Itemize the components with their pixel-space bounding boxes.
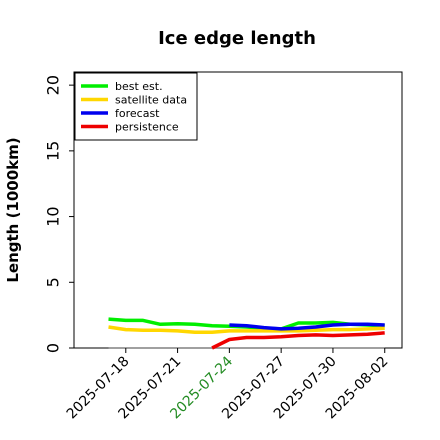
legend-label: satellite data — [115, 94, 187, 107]
y-ticks: 0 5 10 15 20 — [44, 75, 74, 353]
series-layer — [108, 317, 385, 350]
legend: best est.satellite dataforecastpersisten… — [74, 72, 198, 141]
y-tick-label: 20 — [44, 75, 63, 95]
legend-label: persistence — [115, 121, 179, 134]
y-tick-label: 15 — [44, 141, 63, 161]
y-tick-label: 0 — [44, 343, 63, 353]
y-axis-label: Length (1000km) — [4, 137, 22, 282]
chart-title: Ice edge length — [158, 28, 316, 49]
legend-label: best est. — [115, 80, 163, 93]
y-tick-label: 5 — [44, 277, 63, 287]
x-ticks: 2025-07-182025-07-212025-07-242025-07-27… — [64, 348, 392, 422]
legend-box — [74, 72, 198, 141]
y-tick-label: 10 — [44, 206, 63, 226]
series-line-persistence — [211, 331, 385, 350]
series-line-satellite-data — [108, 325, 385, 334]
legend-label: forecast — [115, 107, 160, 120]
series-line-forecast — [229, 322, 385, 331]
